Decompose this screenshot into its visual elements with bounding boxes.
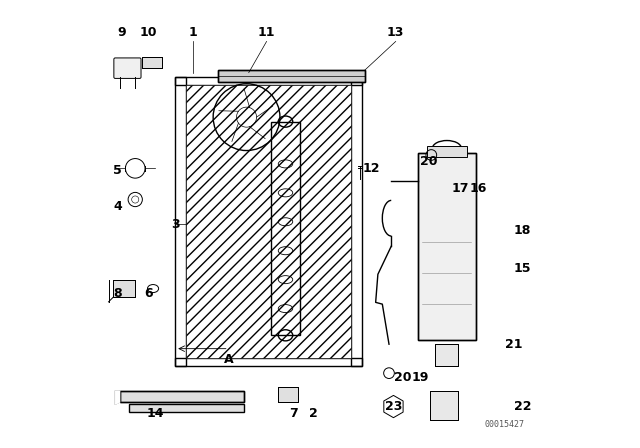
Text: A: A [224,353,234,366]
Text: 5: 5 [113,164,122,177]
Text: 15: 15 [514,262,531,275]
Bar [429,391,458,420]
Bar [120,391,244,402]
Bar [175,358,362,366]
Bar [351,77,362,366]
Text: 20: 20 [394,371,411,384]
Text: 18: 18 [514,224,531,237]
Bar [218,70,365,82]
Text: 16: 16 [469,182,487,195]
Text: 19: 19 [412,371,429,384]
Text: 11: 11 [258,26,275,39]
Bar [113,280,135,297]
Text: 1: 1 [189,26,198,39]
Bar [129,404,244,412]
Bar [113,280,135,297]
Bar [418,153,476,340]
Text: 00015427: 00015427 [484,420,525,429]
Polygon shape [115,391,120,404]
Bar [418,153,476,340]
Text: 4: 4 [113,200,122,213]
Bar [142,57,162,68]
Bar [435,344,458,366]
Text: 22: 22 [514,400,531,413]
Text: 6: 6 [144,287,153,300]
Text: 8: 8 [113,287,122,300]
Bar [175,77,362,85]
Bar [142,57,162,68]
Text: 13: 13 [387,26,404,39]
Bar [175,77,186,366]
Text: 20: 20 [420,155,438,168]
Bar [278,387,298,402]
FancyBboxPatch shape [114,58,141,78]
Bar [186,85,351,358]
Bar [271,121,300,335]
Text: 9: 9 [118,26,126,39]
Text: 2: 2 [309,407,317,420]
Text: 17: 17 [451,182,469,195]
Text: 23: 23 [385,400,402,413]
Text: 3: 3 [171,217,180,231]
Text: 10: 10 [140,26,157,39]
Bar [278,387,298,402]
Text: 14: 14 [147,407,164,420]
Bar [120,391,244,402]
Text: 7: 7 [289,407,298,420]
Bar [218,70,365,82]
Bar [427,146,467,157]
Text: 12: 12 [362,162,380,175]
Text: 21: 21 [505,338,522,351]
Bar [435,344,458,366]
Bar [429,391,458,420]
